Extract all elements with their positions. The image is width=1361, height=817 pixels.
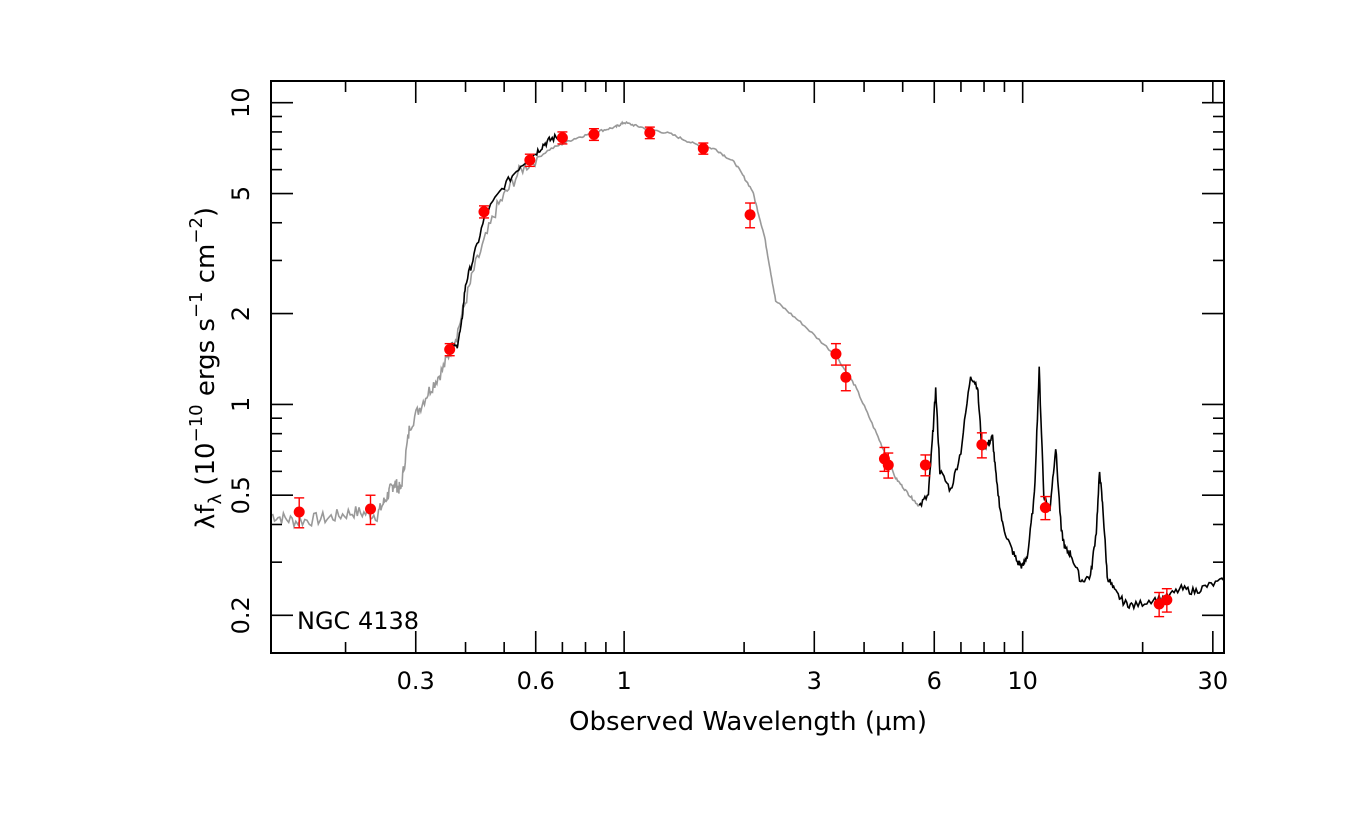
- observed-spectrum-line-1: [446, 132, 564, 351]
- photometry-point: [478, 205, 490, 219]
- photometry-point: [830, 342, 842, 366]
- observed-spectrum-line-2: [918, 366, 1225, 611]
- x-tick-label: 1: [616, 667, 631, 695]
- photometry-marker: [882, 459, 894, 471]
- y-tick-labels: 0.2 0.5 1 2 5 10: [227, 87, 255, 634]
- photometry-marker: [556, 132, 568, 144]
- y-tick-label: 2: [227, 306, 255, 321]
- y-axis-title: λfλ (10−10 ergs s−1 cm−2): [186, 207, 226, 529]
- x-tick-label: 30: [1198, 667, 1229, 695]
- y-tick-label: 0.2: [227, 596, 255, 634]
- axis-ticks: [271, 81, 1224, 653]
- photometry-marker: [1161, 594, 1173, 606]
- photometry-marker: [1039, 502, 1051, 514]
- y-title-units-open: (10: [191, 442, 221, 494]
- plot-frame: [270, 80, 1225, 654]
- photometry-point: [1153, 591, 1165, 618]
- photometry-point: [919, 454, 931, 477]
- photometry-marker: [644, 127, 656, 139]
- observed-spectrum-layer: [446, 132, 1225, 611]
- photometry-marker: [588, 128, 600, 140]
- model-spectrum-line: [270, 120, 920, 530]
- y-tick-label: 10: [227, 87, 255, 118]
- x-tick-labels: 0.3 0.6 1 3 6 10 30: [397, 667, 1228, 695]
- photometry-point: [882, 452, 894, 479]
- photometry-marker: [293, 506, 305, 518]
- y-title-sub: λ: [205, 494, 226, 505]
- photometry-point: [744, 202, 756, 229]
- y-title-units-close: ): [191, 207, 221, 217]
- photometry-point: [556, 131, 568, 145]
- photometry-marker: [830, 348, 842, 360]
- photometry-point: [840, 364, 852, 392]
- photometry-point: [1039, 495, 1051, 521]
- photometry-point: [697, 142, 709, 155]
- photometry-marker: [744, 209, 756, 221]
- x-tick-label: 10: [1007, 667, 1038, 695]
- photometry-point: [524, 153, 536, 168]
- photometry-point: [293, 497, 305, 529]
- photometry-point: [444, 342, 456, 357]
- photometry-point: [1161, 588, 1173, 613]
- photometry-layer: [293, 126, 1173, 618]
- photometry-marker: [697, 142, 709, 154]
- x-tick-label: 3: [807, 667, 822, 695]
- y-title-exp1: −10: [186, 404, 207, 442]
- x-tick-label: 0.6: [517, 667, 555, 695]
- photometry-marker: [478, 206, 490, 218]
- y-title-units-mid: ergs s: [191, 318, 221, 404]
- photometry-point: [644, 126, 656, 140]
- y-title-units-mid2: cm: [191, 244, 221, 292]
- y-tick-label: 1: [227, 397, 255, 412]
- photometry-marker: [976, 439, 988, 451]
- object-annotation: NGC 4138: [297, 607, 419, 635]
- y-title-lead: λf: [191, 504, 221, 529]
- photometry-marker: [444, 344, 456, 356]
- photometry-point: [976, 432, 988, 459]
- model-spectrum-layer: [270, 120, 920, 530]
- photometry-point: [588, 127, 600, 142]
- x-tick-label: 0.3: [397, 667, 435, 695]
- y-title-exp3: −2: [186, 217, 207, 244]
- y-title-exp2: −1: [186, 291, 207, 318]
- x-axis-title: Observed Wavelength (µm): [569, 707, 927, 737]
- y-tick-label: 0.5: [227, 476, 255, 514]
- photometry-marker: [524, 154, 536, 166]
- photometry-marker: [365, 503, 377, 515]
- photometry-marker: [919, 459, 931, 471]
- photometry-point: [365, 494, 377, 526]
- photometry-marker: [840, 371, 852, 383]
- y-tick-label: 5: [227, 186, 255, 201]
- x-tick-label: 6: [927, 667, 942, 695]
